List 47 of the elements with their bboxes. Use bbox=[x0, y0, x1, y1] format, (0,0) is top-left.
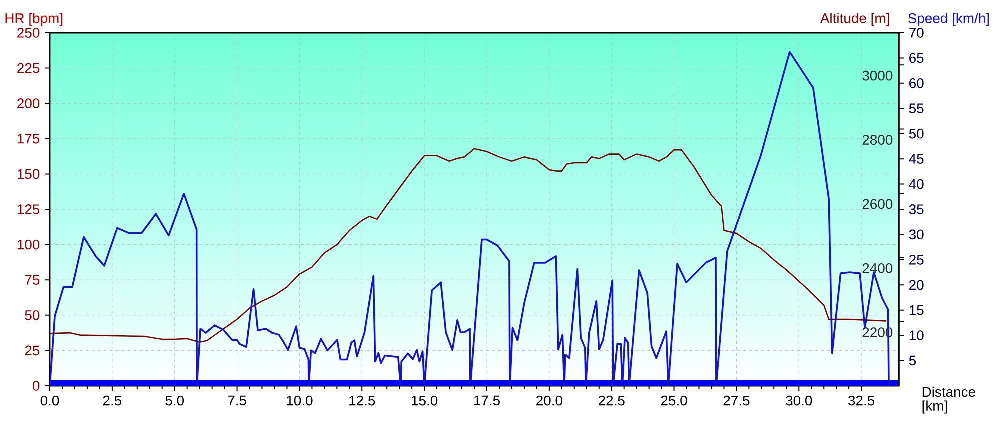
x-tick-label: 17.5 bbox=[474, 396, 500, 406]
y3-tick-label: 40 bbox=[909, 179, 924, 190]
y-tick-label: 225 bbox=[18, 63, 40, 74]
x-tick-label: 10.0 bbox=[287, 396, 313, 406]
x-tick-label: 2.5 bbox=[103, 396, 122, 406]
y-tick-label: 175 bbox=[18, 134, 40, 144]
x-tick-label: 5.0 bbox=[166, 396, 184, 406]
y-axis-title: HR [bpm] bbox=[6, 13, 62, 26]
y-tick-label: 25 bbox=[25, 346, 40, 356]
x-tick-label: 25.0 bbox=[661, 396, 688, 406]
x-tick-label: 30.0 bbox=[786, 396, 812, 406]
y3-tick-label: 25 bbox=[910, 254, 924, 265]
x-axis-title: Distance [km] bbox=[922, 386, 976, 414]
y-tick-label: 100 bbox=[18, 240, 40, 250]
y2-tick-label: 3000 bbox=[862, 70, 893, 81]
y3-axis-title: Speed [km/h] bbox=[908, 13, 990, 26]
y3-tick-label: 50 bbox=[909, 128, 924, 139]
y-tick-label: 50 bbox=[25, 310, 40, 320]
y2-tick-label: 2400 bbox=[862, 263, 893, 274]
x-tick-label: 27.5 bbox=[724, 396, 750, 406]
x-tick-label: 20.0 bbox=[536, 396, 562, 406]
y-tick-label: 125 bbox=[18, 204, 40, 214]
y-tick-label: 75 bbox=[25, 275, 40, 285]
y-tick-label: 250 bbox=[18, 28, 40, 38]
y3-tick-label: 35 bbox=[909, 204, 924, 214]
x-tick-label: 0.0 bbox=[40, 396, 60, 406]
y3-tick-label: 15 bbox=[910, 305, 924, 316]
y-tick-label: 150 bbox=[18, 169, 40, 180]
x-tick-label: 15.0 bbox=[412, 396, 438, 406]
y-tick-label: 0 bbox=[32, 381, 40, 391]
y3-tick-label: 45 bbox=[909, 154, 924, 164]
y2-axis-title: Altitude [m] bbox=[820, 13, 890, 26]
y2-tick-label: 2800 bbox=[862, 135, 893, 145]
x-tick-label: 22.5 bbox=[598, 396, 625, 406]
y3-tick-label: 70 bbox=[910, 28, 924, 38]
y-tick-label: 200 bbox=[18, 98, 40, 109]
y3-tick-label: 60 bbox=[910, 78, 924, 88]
y3-tick-label: 5 bbox=[909, 356, 916, 366]
x-tick-label: 7.5 bbox=[228, 396, 246, 406]
y3-tick-label: 30 bbox=[909, 230, 924, 240]
x-tick-label: 32.5 bbox=[848, 396, 875, 406]
y3-tick-label: 55 bbox=[909, 104, 924, 114]
y2-tick-label: 2600 bbox=[862, 199, 893, 210]
y3-tick-label: 10 bbox=[910, 330, 924, 341]
x-tick-label: 12.5 bbox=[350, 396, 376, 406]
y3-tick-label: 65 bbox=[910, 53, 924, 64]
y3-tick-label: 20 bbox=[910, 280, 924, 290]
